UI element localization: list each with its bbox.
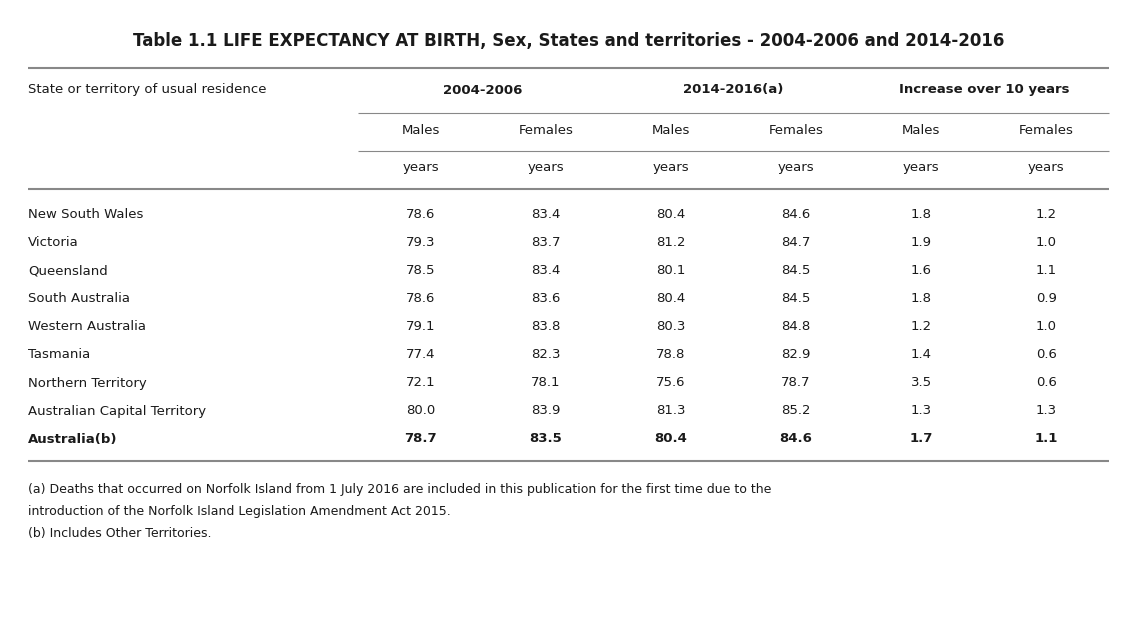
Text: 1.8: 1.8 (911, 292, 931, 305)
Text: 1.2: 1.2 (1036, 208, 1057, 221)
Text: State or territory of usual residence: State or territory of usual residence (28, 83, 266, 96)
Text: Males: Males (401, 124, 440, 137)
Text: 83.5: 83.5 (530, 432, 562, 445)
Text: 1.9: 1.9 (911, 236, 931, 249)
Text: 81.2: 81.2 (656, 236, 686, 249)
Text: years: years (1028, 162, 1064, 175)
Text: years: years (778, 162, 814, 175)
Text: 3.5: 3.5 (911, 376, 932, 389)
Text: South Australia: South Australia (28, 292, 130, 305)
Text: 0.6: 0.6 (1036, 348, 1057, 361)
Text: years: years (528, 162, 564, 175)
Text: 1.3: 1.3 (1036, 404, 1057, 417)
Text: 1.0: 1.0 (1036, 236, 1057, 249)
Text: 84.8: 84.8 (781, 320, 811, 333)
Text: Females: Females (1019, 124, 1073, 137)
Text: 83.6: 83.6 (531, 292, 561, 305)
Text: 72.1: 72.1 (406, 376, 435, 389)
Text: Australia(b): Australia(b) (28, 432, 117, 445)
Text: 82.9: 82.9 (781, 348, 811, 361)
Text: Western Australia: Western Australia (28, 320, 146, 333)
Text: 84.6: 84.6 (781, 208, 811, 221)
Text: 78.7: 78.7 (405, 432, 437, 445)
Text: Victoria: Victoria (28, 236, 78, 249)
Text: 80.4: 80.4 (656, 208, 686, 221)
Text: 78.6: 78.6 (406, 208, 435, 221)
Text: 78.1: 78.1 (531, 376, 561, 389)
Text: Tasmania: Tasmania (28, 348, 90, 361)
Text: 84.5: 84.5 (781, 292, 811, 305)
Text: 84.6: 84.6 (780, 432, 813, 445)
Text: 0.6: 0.6 (1036, 376, 1057, 389)
Text: New South Wales: New South Wales (28, 208, 143, 221)
Text: 1.1: 1.1 (1035, 432, 1059, 445)
Text: 81.3: 81.3 (656, 404, 686, 417)
Text: 84.7: 84.7 (781, 236, 811, 249)
Text: 78.6: 78.6 (406, 292, 435, 305)
Text: Females: Females (769, 124, 823, 137)
Text: 83.7: 83.7 (531, 236, 561, 249)
Text: 2014-2016(a): 2014-2016(a) (683, 83, 783, 96)
Text: 80.3: 80.3 (656, 320, 686, 333)
Text: 85.2: 85.2 (781, 404, 811, 417)
Text: 80.4: 80.4 (655, 432, 688, 445)
Text: 83.8: 83.8 (531, 320, 561, 333)
Text: Males: Males (652, 124, 690, 137)
Text: 75.6: 75.6 (656, 376, 686, 389)
Text: 83.4: 83.4 (531, 264, 561, 277)
Text: 79.3: 79.3 (406, 236, 435, 249)
Text: 1.6: 1.6 (911, 264, 931, 277)
Text: 84.5: 84.5 (781, 264, 811, 277)
Text: Northern Territory: Northern Territory (28, 376, 147, 389)
Text: 78.7: 78.7 (781, 376, 811, 389)
Text: Queensland: Queensland (28, 264, 108, 277)
Text: 78.5: 78.5 (406, 264, 435, 277)
Text: years: years (653, 162, 689, 175)
Text: Table 1.1 LIFE EXPECTANCY AT BIRTH, Sex, States and territories - 2004-2006 and : Table 1.1 LIFE EXPECTANCY AT BIRTH, Sex,… (133, 32, 1004, 50)
Text: years: years (402, 162, 439, 175)
Text: (b) Includes Other Territories.: (b) Includes Other Territories. (28, 527, 211, 540)
Text: 80.4: 80.4 (656, 292, 686, 305)
Text: 1.8: 1.8 (911, 208, 931, 221)
Text: Australian Capital Territory: Australian Capital Territory (28, 404, 206, 417)
Text: Increase over 10 years: Increase over 10 years (898, 83, 1069, 96)
Text: 80.0: 80.0 (406, 404, 435, 417)
Text: (a) Deaths that occurred on Norfolk Island from 1 July 2016 are included in this: (a) Deaths that occurred on Norfolk Isla… (28, 483, 771, 496)
Text: 0.9: 0.9 (1036, 292, 1057, 305)
Text: 1.7: 1.7 (910, 432, 933, 445)
Text: Males: Males (902, 124, 940, 137)
Text: 2004-2006: 2004-2006 (443, 83, 523, 96)
Text: 78.8: 78.8 (656, 348, 686, 361)
Text: 1.1: 1.1 (1036, 264, 1057, 277)
Text: 1.2: 1.2 (911, 320, 932, 333)
Text: 83.9: 83.9 (531, 404, 561, 417)
Text: 1.3: 1.3 (911, 404, 932, 417)
Text: 1.4: 1.4 (911, 348, 931, 361)
Text: 79.1: 79.1 (406, 320, 435, 333)
Text: introduction of the Norfolk Island Legislation Amendment Act 2015.: introduction of the Norfolk Island Legis… (28, 505, 450, 518)
Text: 80.1: 80.1 (656, 264, 686, 277)
Text: Females: Females (518, 124, 573, 137)
Text: 1.0: 1.0 (1036, 320, 1057, 333)
Text: 83.4: 83.4 (531, 208, 561, 221)
Text: 82.3: 82.3 (531, 348, 561, 361)
Text: years: years (903, 162, 939, 175)
Text: 77.4: 77.4 (406, 348, 435, 361)
